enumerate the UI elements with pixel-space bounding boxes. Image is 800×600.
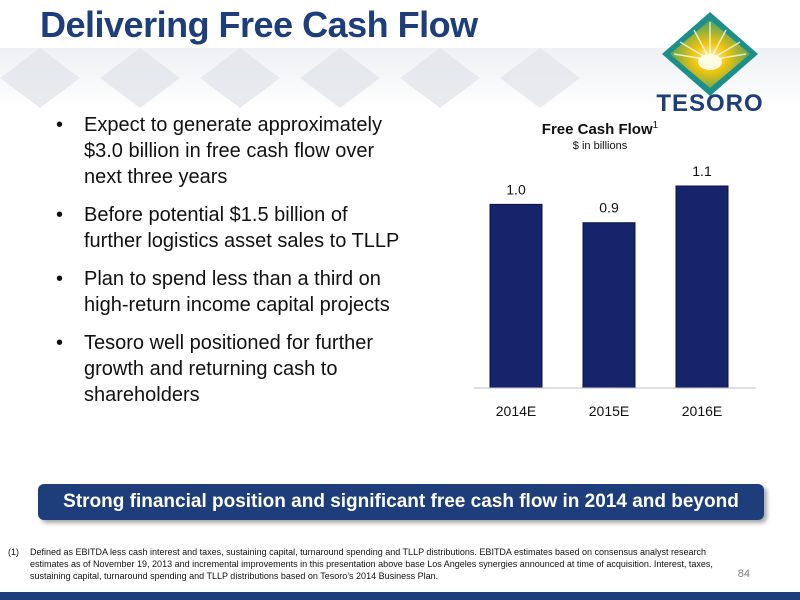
bullet-list: • Expect to generate approximately $3.0 b…	[50, 112, 410, 420]
category-label: 2015E	[589, 403, 629, 419]
bar-value-label: 1.0	[506, 181, 526, 197]
bullet-dot-icon: •	[56, 268, 64, 290]
page-number: 84	[737, 568, 750, 580]
bullet-item: • Tesoro well positioned for further grow…	[56, 332, 374, 406]
footnote-marker: (1)	[8, 547, 19, 557]
bullet-dot-icon: •	[56, 204, 64, 226]
footnote-text: Defined as EBITDA less cash interest and…	[30, 547, 713, 581]
bar-2016E	[675, 185, 729, 389]
key-message-banner: Strong financial position and significan…	[38, 484, 764, 520]
header-diamond-pattern	[0, 48, 800, 110]
chart-subtitle: $ in billions	[572, 140, 628, 152]
bullet-item: • Before potential $1.5 billion of furthe…	[56, 204, 400, 252]
chart-title: Free Cash Flow1	[541, 120, 659, 138]
bullet-dot-icon: •	[56, 332, 64, 354]
bar-2014E	[489, 203, 543, 389]
footer-bar	[0, 592, 800, 600]
bar-value-label: 0.9	[599, 200, 619, 216]
bullet-item: • Expect to generate approximately $3.0 b…	[56, 114, 382, 188]
footnote: (1) Defined as EBITDA less cash interest…	[8, 546, 730, 582]
tesoro-logo-icon	[662, 12, 758, 96]
bar-2015E	[582, 222, 636, 389]
page-title: Delivering Free Cash Flow	[40, 4, 478, 45]
bar-value-label: 1.1	[692, 163, 712, 179]
bullet-item: • Plan to spend less than a third on high…	[56, 268, 390, 316]
bullet-dot-icon: •	[56, 114, 64, 136]
free-cash-flow-chart: 1.0 2014E 0.9 2015E 1.1 2016E	[474, 163, 756, 419]
category-label: 2016E	[682, 403, 722, 419]
category-label: 2014E	[496, 403, 536, 419]
chart-title-footnote-marker: 1	[652, 120, 659, 131]
logo-wordmark: TESORO	[656, 90, 764, 117]
